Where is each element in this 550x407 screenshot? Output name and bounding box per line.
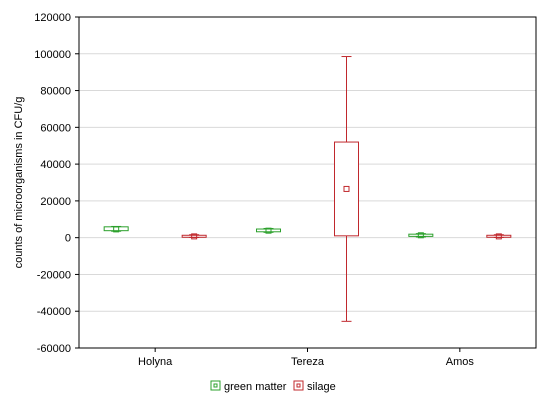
median-marker bbox=[495, 233, 502, 240]
legend-label: green matter bbox=[224, 381, 287, 393]
y-tick-label: 40000 bbox=[40, 159, 71, 171]
legend-item-silage: silage bbox=[293, 380, 336, 393]
y-tick-label: 100000 bbox=[34, 49, 71, 61]
y-tick-label: 80000 bbox=[40, 86, 71, 98]
y-tick-label: -60000 bbox=[37, 343, 71, 355]
legend-item-green-matter: green matter bbox=[210, 380, 287, 393]
legend-swatch bbox=[210, 380, 221, 391]
y-axis-title: counts of microorganisms in CFU/g bbox=[13, 97, 25, 269]
box-green-matter-amos bbox=[408, 232, 434, 239]
box-body bbox=[486, 234, 512, 238]
box-silage-holyna bbox=[181, 233, 207, 240]
box-body bbox=[408, 233, 434, 237]
box-green-matter-holyna bbox=[103, 225, 129, 233]
x-axis-ticks: Holyna Tereza Amos bbox=[138, 348, 474, 368]
boxes bbox=[103, 56, 512, 322]
box-green-matter-tereza bbox=[256, 227, 281, 234]
box-body bbox=[256, 228, 281, 233]
x-tick-label: Amos bbox=[446, 356, 475, 368]
y-tick-label: 60000 bbox=[40, 122, 71, 134]
legend-label: silage bbox=[307, 381, 336, 393]
box-body bbox=[181, 234, 207, 238]
y-tick-label: -40000 bbox=[37, 306, 71, 318]
box-body bbox=[103, 226, 129, 232]
plot-frame bbox=[78, 16, 537, 349]
x-tick-label: Tereza bbox=[291, 356, 325, 368]
median-marker bbox=[113, 226, 120, 233]
box-body bbox=[334, 141, 359, 237]
median-marker bbox=[343, 185, 350, 192]
box-silage-amos bbox=[486, 233, 512, 240]
gridlines bbox=[79, 53, 536, 312]
median-marker bbox=[265, 227, 272, 234]
y-tick-label: 120000 bbox=[34, 12, 71, 24]
median-marker bbox=[417, 232, 424, 239]
median-marker bbox=[191, 233, 198, 240]
y-axis-ticks: -60000 -40000 -20000 0 20000 40000 60000 80000 1… bbox=[34, 12, 79, 355]
y-tick-label: 0 bbox=[65, 233, 71, 245]
x-tick-label: Holyna bbox=[138, 356, 173, 368]
legend-swatch bbox=[293, 380, 304, 391]
y-tick-label: 20000 bbox=[40, 196, 71, 208]
legend-swatch-marker bbox=[296, 383, 301, 388]
y-tick-label: -20000 bbox=[37, 269, 71, 281]
legend-swatch-marker bbox=[213, 383, 218, 388]
legend: green matter silage bbox=[210, 380, 336, 393]
box-silage-tereza bbox=[334, 56, 359, 322]
